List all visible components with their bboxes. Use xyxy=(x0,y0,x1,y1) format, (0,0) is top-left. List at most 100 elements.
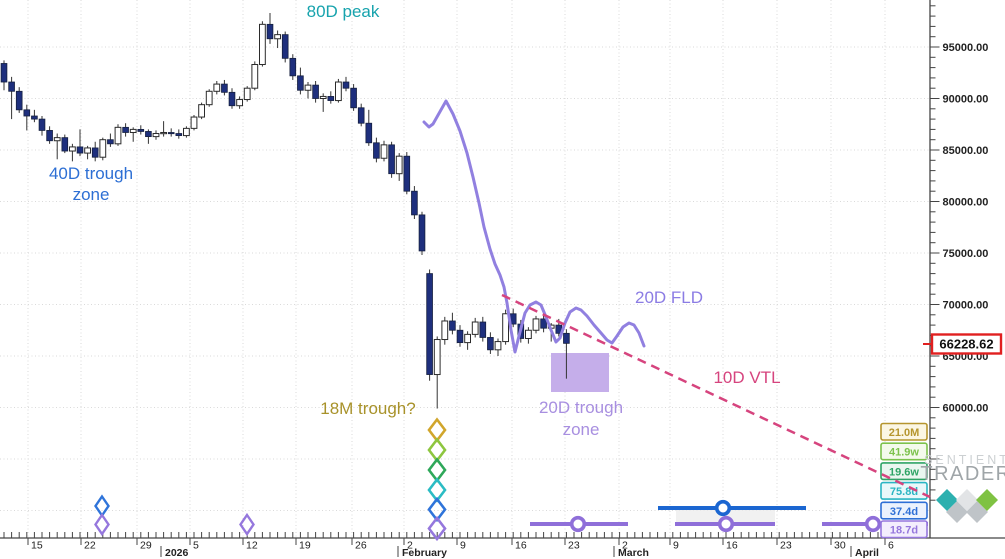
candle-down xyxy=(373,142,380,159)
vtl-line-group xyxy=(501,293,931,499)
trough-event-diamond xyxy=(94,512,110,537)
last-price-box xyxy=(930,333,1003,355)
cycle-badge-41.9w[interactable]: 41.9w xyxy=(880,442,928,461)
candle-down xyxy=(388,144,395,175)
sentient-trader-logo-mark xyxy=(936,489,998,523)
candle-down xyxy=(137,128,145,132)
candle-up xyxy=(99,139,107,158)
candle-up xyxy=(213,83,221,92)
week-tick-label: 2 xyxy=(407,540,413,552)
cycle-trough-diamond xyxy=(427,515,447,542)
cycle-badges[interactable]: 21.0M 41.9w 19.6w 75.8d 37.4d 18.7d xyxy=(880,422,928,539)
week-tick-label: 19 xyxy=(299,540,311,552)
logo-text-sentient: SENTIENT xyxy=(924,453,1005,467)
candle-down xyxy=(357,107,365,124)
candle-up xyxy=(502,313,510,343)
20d-fld-line xyxy=(422,99,646,354)
annotation-20d-fld: 20D FLD xyxy=(635,288,703,307)
candle-down xyxy=(487,337,494,351)
candle-up xyxy=(53,137,61,142)
week-tick-label: 12 xyxy=(246,540,258,552)
candle-down xyxy=(8,81,15,92)
price-tick-label: 90000.00 xyxy=(943,93,989,105)
annotation-20d-trough-line2: zone xyxy=(563,420,600,439)
candle-up xyxy=(84,147,91,154)
cycle-interval-handle[interactable] xyxy=(717,515,735,533)
candle-down xyxy=(289,57,297,77)
candle-up xyxy=(129,128,137,133)
candle-down xyxy=(418,214,426,252)
cycle-trough-diamond xyxy=(427,417,447,443)
candle-up xyxy=(251,64,259,89)
candle-down xyxy=(365,122,373,144)
candle-up xyxy=(304,84,312,91)
candle-up xyxy=(525,329,532,339)
candle-up xyxy=(69,146,76,152)
cycle-badge-18.7d[interactable]: 18.7d xyxy=(880,520,928,539)
candle-down xyxy=(175,133,183,136)
cycle-interval-handle[interactable] xyxy=(569,515,587,533)
cycle-badge-21.0M[interactable]: 21.0M xyxy=(880,422,928,441)
cycle-badge-37.4d[interactable]: 37.4d xyxy=(880,501,928,520)
price-tick-label: 85000.00 xyxy=(943,145,989,157)
candle-down xyxy=(449,320,456,331)
svg-text:18.7d: 18.7d xyxy=(890,525,918,537)
candle-down xyxy=(107,139,114,145)
cycle-badge-75.8d[interactable]: 75.8d xyxy=(880,481,928,500)
candle-up xyxy=(205,90,213,106)
week-tick-label: 9 xyxy=(460,540,466,552)
candle-up xyxy=(183,127,190,137)
price-tick-label: 75000.00 xyxy=(943,248,989,260)
week-tick-label: 16 xyxy=(515,540,527,552)
candle-down xyxy=(122,126,129,133)
cycle-badge-19.6w[interactable]: 19.6w xyxy=(880,462,928,481)
candle-up xyxy=(152,133,160,138)
annotation-40d-trough-line1: 40D trough xyxy=(49,164,133,183)
week-tick-label: 30 xyxy=(834,540,846,552)
candle-down xyxy=(221,83,228,93)
week-tick-label: 2 xyxy=(622,540,628,552)
svg-text:21.0M: 21.0M xyxy=(889,427,920,439)
candle-up xyxy=(494,341,502,351)
candle-down xyxy=(0,63,8,83)
candle-down xyxy=(145,131,152,138)
candle-up xyxy=(114,126,122,145)
candle-down xyxy=(15,90,23,111)
candle-down xyxy=(61,137,69,152)
week-tick-label: 6 xyxy=(888,540,894,552)
20d-trough-zone-rect xyxy=(551,353,609,392)
last-price-readout: 66228.62 xyxy=(923,333,1003,355)
cycle-diamond-markers xyxy=(94,417,447,542)
week-tick-label: 29 xyxy=(140,540,152,552)
candle-down xyxy=(403,155,411,192)
candle-down xyxy=(23,109,31,117)
candle-up xyxy=(433,339,441,376)
month-label: April xyxy=(855,547,879,559)
week-tick-label: 23 xyxy=(780,540,792,552)
svg-text:41.9w: 41.9w xyxy=(889,447,919,459)
candle-down xyxy=(350,87,357,109)
month-label: March xyxy=(618,547,649,559)
month-label: 2026 xyxy=(165,547,189,559)
candle-down xyxy=(281,34,289,59)
candle-up xyxy=(380,144,388,159)
candle-up xyxy=(319,95,327,100)
chart-gridlines xyxy=(0,0,930,538)
candle-up xyxy=(190,116,198,129)
candlesticks[interactable] xyxy=(0,13,570,409)
cycle-interval-handle[interactable] xyxy=(714,499,732,517)
logo-text-trader: TRADER xyxy=(920,463,1005,485)
candle-down xyxy=(540,318,547,329)
10d-vtl-line xyxy=(501,293,931,499)
price-tick-label: 95000.00 xyxy=(943,42,989,54)
week-tick-label: 22 xyxy=(84,540,96,552)
cycle-interval-markers[interactable] xyxy=(530,499,928,533)
annotation-80d-peak: 80D peak xyxy=(307,2,380,21)
month-label: February xyxy=(402,547,447,559)
candle-down xyxy=(31,115,38,120)
cycle-interval-handle[interactable] xyxy=(864,515,882,533)
candle-up xyxy=(160,131,167,135)
candle-up xyxy=(259,23,266,66)
candle-down xyxy=(228,91,236,107)
